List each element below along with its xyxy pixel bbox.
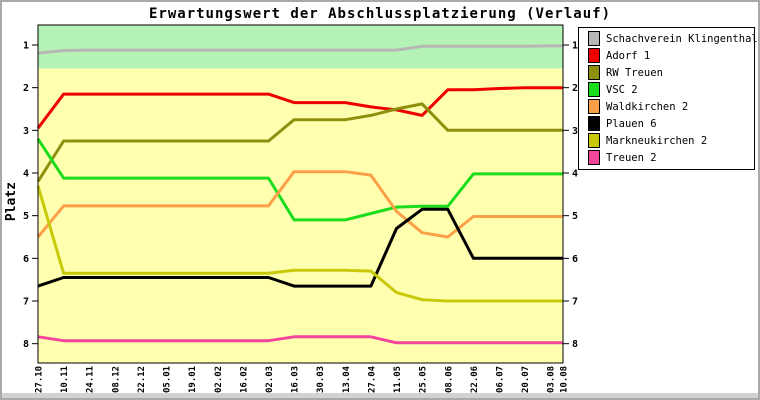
legend-label: Markneukirchen 2 bbox=[606, 134, 708, 147]
y-tick-label-right: 6 bbox=[572, 254, 578, 265]
legend-item: RW Treuen bbox=[579, 64, 754, 81]
x-tick-label: 25.05 bbox=[419, 366, 429, 393]
series-line-markneukirchen-2 bbox=[36, 185, 563, 303]
y-axis-label: Platz bbox=[4, 182, 19, 222]
legend-swatch-icon bbox=[588, 116, 600, 131]
legend-item: VSC 2 bbox=[579, 81, 754, 98]
x-tick-label: 19.01 bbox=[188, 366, 198, 393]
x-tick-label: 16.03 bbox=[291, 366, 301, 393]
series-line-treuen-2 bbox=[37, 335, 563, 345]
x-tick-label: 03.08 bbox=[547, 366, 557, 393]
legend-swatch-icon bbox=[588, 150, 600, 165]
y-tick-label-right: 1 bbox=[572, 41, 578, 52]
legend-label: VSC 2 bbox=[606, 83, 638, 96]
x-tick-label: 10.08 bbox=[560, 366, 570, 393]
series-line-schachverein-klingenthal bbox=[37, 44, 563, 55]
chart-title: Erwartungswert der Abschlussplatzierung … bbox=[148, 6, 611, 22]
y-tick-label-right: 7 bbox=[572, 297, 578, 308]
legend-item: Markneukirchen 2 bbox=[579, 132, 754, 149]
y-tick-label-right: 3 bbox=[572, 126, 578, 137]
x-tick-label: 05.01 bbox=[163, 366, 173, 393]
x-tick-label: 16.02 bbox=[239, 366, 249, 393]
y-tick-label-left: 6 bbox=[23, 254, 29, 265]
legend-item: Schachverein Klingenthal bbox=[579, 30, 758, 47]
y-tick-label-left: 2 bbox=[23, 83, 29, 94]
x-tick-label: 11.05 bbox=[393, 366, 403, 393]
y-tick-label-left: 1 bbox=[23, 41, 29, 52]
series-line-vsc-2 bbox=[36, 138, 563, 222]
legend-label: RW Treuen bbox=[606, 66, 663, 79]
y-tick-label-right: 8 bbox=[572, 339, 578, 350]
legend-item: Treuen 2 bbox=[579, 149, 754, 166]
x-tick-label: 30.03 bbox=[316, 366, 326, 393]
legend-label: Schachverein Klingenthal bbox=[606, 32, 758, 45]
legend-swatch-icon bbox=[588, 82, 600, 97]
legend-swatch-icon bbox=[588, 48, 600, 63]
x-tick-label: 06.07 bbox=[495, 366, 505, 393]
x-tick-label: 27.10 bbox=[35, 366, 45, 393]
legend-swatch-icon bbox=[588, 31, 600, 46]
legend-label: Waldkirchen 2 bbox=[606, 100, 689, 113]
x-tick-label: 20.07 bbox=[521, 366, 531, 393]
legend-label: Adorf 1 bbox=[606, 49, 651, 62]
x-tick-label: 02.02 bbox=[214, 366, 224, 393]
legend-swatch-icon bbox=[588, 65, 600, 80]
y-tick-label-left: 3 bbox=[23, 126, 29, 137]
legend-swatch-icon bbox=[588, 99, 600, 114]
series-line-plauen-6 bbox=[37, 207, 563, 288]
x-tick-label: 24.11 bbox=[86, 366, 96, 393]
x-tick-label: 02.03 bbox=[265, 366, 275, 393]
series-line-waldkirchen-2 bbox=[36, 170, 563, 239]
plot-border bbox=[37, 24, 564, 364]
series-line-rw-treuen bbox=[36, 102, 563, 183]
legend-item: Adorf 1 bbox=[579, 47, 754, 64]
legend-swatch-icon bbox=[588, 133, 600, 148]
series-line-adorf-1 bbox=[36, 86, 563, 130]
x-tick-label: 22.06 bbox=[470, 366, 480, 393]
x-tick-label: 13.04 bbox=[342, 365, 352, 393]
x-tick-label: 08.12 bbox=[111, 366, 121, 393]
y-tick-label-right: 2 bbox=[572, 83, 578, 94]
legend-box: Schachverein Klingenthal Adorf 1 RW Treuen… bbox=[578, 27, 758, 170]
legend-label: Treuen 2 bbox=[606, 151, 657, 164]
y-tick-label-left: 7 bbox=[23, 297, 29, 308]
legend-item: Plauen 6 bbox=[579, 115, 754, 132]
status-bar bbox=[0, 393, 760, 400]
y-tick-label-left: 4 bbox=[23, 169, 29, 180]
y-tick-label-left: 8 bbox=[23, 339, 29, 350]
y-tick-label-right: 4 bbox=[572, 169, 578, 180]
y-tick-label-right: 5 bbox=[572, 211, 578, 222]
y-tick-label-left: 5 bbox=[23, 211, 29, 222]
x-tick-label: 27.04 bbox=[367, 365, 377, 393]
x-tick-label: 10.11 bbox=[60, 366, 70, 393]
x-tick-label: 08.06 bbox=[444, 366, 454, 393]
legend-label: Plauen 6 bbox=[606, 117, 657, 130]
legend-item: Waldkirchen 2 bbox=[579, 98, 754, 115]
x-tick-label: 22.12 bbox=[137, 366, 147, 393]
